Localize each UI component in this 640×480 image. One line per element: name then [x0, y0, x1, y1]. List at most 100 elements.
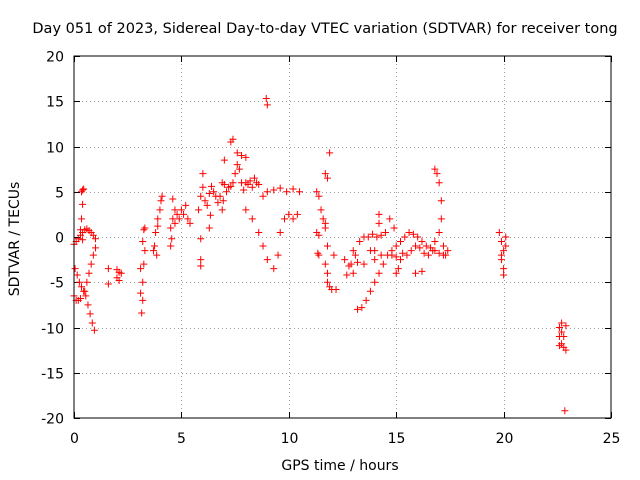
- data-point: [558, 319, 566, 327]
- data-point: [152, 228, 160, 236]
- y-axis-label: SDTVAR / TECUs: [7, 182, 23, 297]
- x-tick-label: 10: [281, 431, 299, 447]
- data-point: [351, 251, 359, 259]
- data-point: [555, 333, 563, 341]
- data-point: [218, 206, 226, 214]
- data-point: [418, 267, 426, 275]
- data-point: [349, 247, 357, 255]
- data-point: [293, 210, 301, 218]
- data-point: [562, 322, 570, 330]
- x-tick-label: 15: [388, 431, 406, 447]
- data-point: [371, 256, 379, 264]
- data-point: [210, 188, 218, 196]
- data-point: [242, 206, 250, 214]
- data-point: [424, 251, 432, 259]
- data-point: [173, 210, 181, 218]
- data-point: [270, 186, 278, 194]
- data-point: [175, 215, 183, 223]
- data-point: [157, 197, 165, 205]
- data-point: [381, 228, 389, 236]
- data-point: [405, 228, 413, 236]
- data-point: [394, 265, 402, 273]
- x-tick-label: 5: [177, 431, 186, 447]
- data-point: [500, 247, 508, 255]
- data-point: [214, 199, 222, 207]
- data-point: [497, 251, 505, 259]
- data-point: [315, 192, 323, 200]
- data-point: [90, 326, 98, 334]
- data-point: [437, 215, 445, 223]
- data-point: [276, 184, 284, 192]
- data-point: [255, 181, 263, 189]
- data-point: [199, 170, 207, 178]
- data-point: [141, 224, 149, 232]
- data-point: [184, 215, 192, 223]
- data-point: [414, 233, 422, 241]
- data-point: [500, 265, 508, 273]
- data-point: [229, 179, 237, 187]
- data-point: [91, 244, 99, 252]
- data-point: [323, 278, 331, 286]
- data-point: [396, 256, 404, 264]
- data-point: [91, 235, 99, 243]
- data-point: [386, 215, 394, 223]
- data-point: [259, 192, 267, 200]
- data-point: [205, 224, 213, 232]
- data-point: [219, 197, 227, 205]
- data-point: [314, 249, 322, 257]
- data-point: [220, 156, 228, 164]
- data-point: [392, 269, 400, 277]
- data-point: [140, 226, 148, 234]
- data-point: [220, 181, 228, 189]
- data-point: [392, 253, 400, 261]
- data-point: [248, 183, 256, 191]
- data-point: [366, 287, 374, 295]
- data-point: [82, 292, 90, 300]
- data-point: [289, 215, 297, 223]
- data-point: [283, 188, 291, 196]
- data-point: [205, 190, 213, 198]
- y-tick-label: 15: [46, 95, 64, 111]
- data-point: [197, 192, 205, 200]
- data-point: [89, 231, 97, 239]
- data-point: [495, 228, 503, 236]
- data-point: [435, 228, 443, 236]
- data-point: [323, 269, 331, 277]
- data-point: [227, 182, 235, 190]
- data-point: [139, 238, 147, 246]
- data-point: [555, 324, 563, 331]
- data-point: [296, 188, 304, 196]
- data-point: [80, 185, 88, 193]
- x-tick-label: 25: [603, 431, 621, 447]
- data-point: [500, 271, 508, 279]
- data-point: [86, 310, 94, 318]
- data-point: [358, 304, 366, 312]
- data-point: [315, 231, 323, 239]
- y-tick-label: 0: [55, 231, 64, 247]
- grid: [74, 56, 611, 418]
- data-point: [203, 201, 211, 209]
- data-point: [431, 238, 439, 246]
- data-point: [354, 258, 362, 266]
- data-point: [79, 186, 87, 194]
- data-point: [371, 278, 379, 286]
- data-point: [274, 251, 282, 259]
- data-point: [167, 242, 175, 250]
- data-point: [233, 149, 241, 157]
- y-tick-label: -15: [41, 367, 64, 383]
- data-point: [326, 149, 334, 157]
- data-point: [250, 174, 258, 182]
- data-point: [248, 215, 256, 223]
- data-point: [263, 256, 271, 264]
- data-point: [78, 283, 86, 291]
- data-point: [431, 165, 439, 173]
- data-point: [259, 242, 267, 250]
- data-point: [88, 319, 96, 327]
- data-point: [321, 260, 329, 268]
- data-point: [364, 233, 372, 241]
- data-point: [416, 244, 424, 252]
- data-point: [321, 224, 329, 232]
- data-point: [375, 269, 383, 277]
- data-point: [73, 271, 81, 279]
- data-point: [216, 192, 224, 200]
